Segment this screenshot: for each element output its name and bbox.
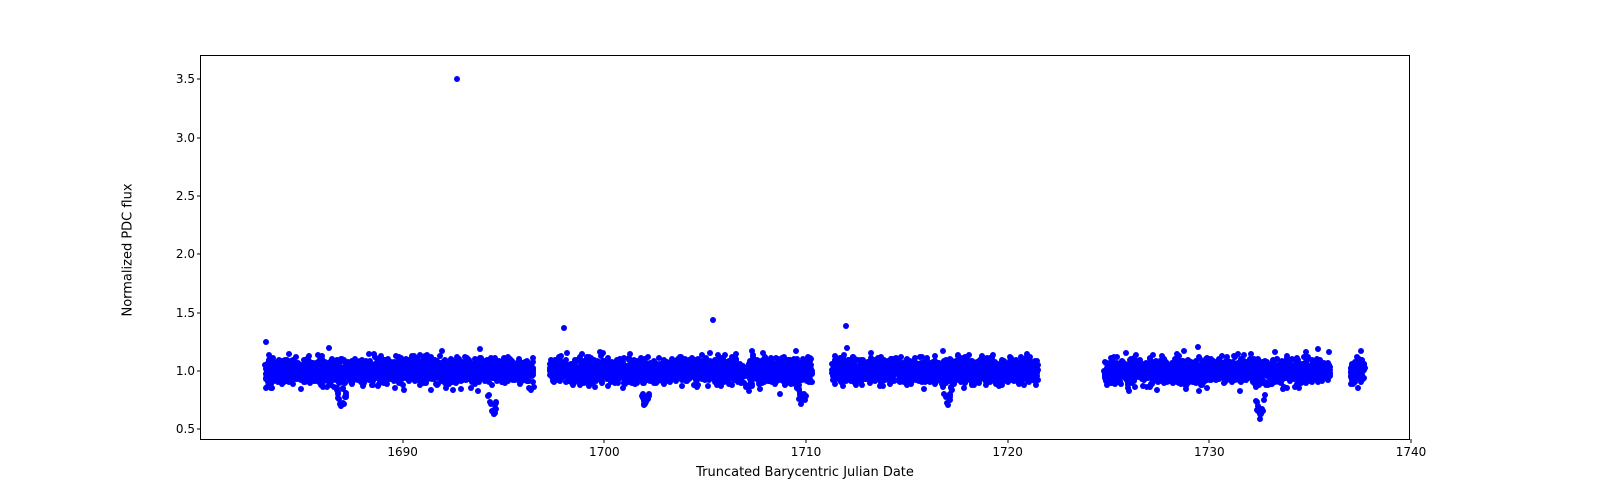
data-point	[450, 387, 456, 393]
data-point	[809, 379, 815, 385]
data-point	[921, 386, 927, 392]
data-point	[722, 352, 728, 358]
data-point	[592, 384, 598, 390]
data-point	[808, 356, 814, 362]
y-axis-label: Normalized PDC flux	[121, 183, 136, 316]
data-point	[286, 351, 292, 357]
data-point	[326, 345, 332, 351]
data-point	[477, 346, 483, 352]
data-point	[530, 365, 536, 371]
data-point	[932, 353, 938, 359]
data-point	[940, 348, 946, 354]
data-point	[705, 383, 711, 389]
data-point	[627, 351, 633, 357]
data-point	[844, 345, 850, 351]
data-point	[401, 387, 407, 393]
data-point	[793, 348, 799, 354]
data-point	[269, 385, 275, 391]
data-point	[564, 350, 570, 356]
data-point	[880, 383, 886, 389]
plot-frame: 169017001710172017301740 0.51.01.52.02.5…	[200, 55, 1410, 440]
data-point	[428, 387, 434, 393]
data-point	[298, 386, 304, 392]
data-point	[679, 383, 685, 389]
scatter-plot-area	[201, 56, 1409, 439]
data-point	[439, 348, 445, 354]
data-point	[458, 386, 464, 392]
data-point	[475, 388, 481, 394]
data-point	[746, 388, 752, 394]
data-point	[707, 350, 713, 356]
data-point	[695, 382, 701, 388]
data-point	[757, 386, 763, 392]
data-point	[531, 384, 537, 390]
data-point	[777, 391, 783, 397]
data-point	[990, 352, 996, 358]
data-point	[809, 370, 815, 376]
data-point	[729, 382, 735, 388]
